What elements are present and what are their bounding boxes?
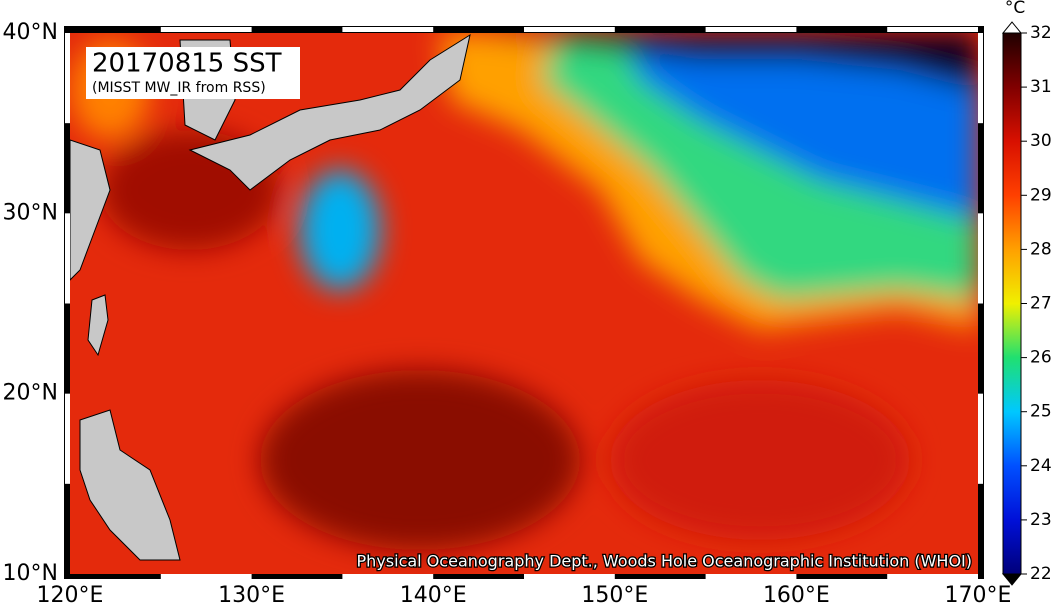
colorbar-tick-label: 26: [1030, 348, 1052, 368]
lat-tick-label: 30°N: [3, 200, 58, 225]
lat-tick-label: 20°N: [3, 381, 58, 406]
colorbar-tick-label: 28: [1030, 239, 1052, 259]
border-segment: [978, 393, 983, 484]
colorbar-top-arrow: [1001, 21, 1023, 34]
map-subtitle: (MISST MW_IR from RSS): [92, 80, 266, 96]
lon-tick-label: 170°E: [945, 583, 1012, 608]
colorbar-scale: [1002, 32, 1022, 575]
lon-tick-label: 140°E: [400, 583, 467, 608]
lon-tick-label: 130°E: [218, 583, 285, 608]
border-segment: [65, 33, 70, 124]
border-segment: [705, 574, 797, 579]
border-segment: [887, 574, 978, 579]
border-segment: [342, 27, 434, 32]
border-segment: [160, 27, 252, 32]
border-segment: [705, 27, 797, 32]
colorbar-bottom-arrow: [1001, 573, 1023, 586]
colorbar-tick-label: 30: [1030, 131, 1052, 151]
colorbar-tick-label: 22: [1030, 564, 1052, 584]
colorbar-tick-label: 32: [1030, 23, 1052, 43]
lat-tick-label: 40°N: [3, 20, 58, 45]
title-box: [86, 47, 300, 99]
colorbar-unit: °C: [1005, 0, 1025, 18]
lon-tick-label: 160°E: [763, 583, 830, 608]
border-segment: [978, 213, 983, 304]
border-segment: [160, 574, 252, 579]
colorbar-tick-label: 27: [1030, 294, 1052, 314]
border-segment: [342, 574, 434, 579]
border-segment: [978, 33, 983, 124]
border-segment: [524, 27, 615, 32]
lon-tick-label: 150°E: [581, 583, 648, 608]
colorbar-tick-label: 23: [1030, 510, 1052, 530]
colorbar-tick-label: 31: [1030, 77, 1052, 97]
map-title: 20170815 SST: [92, 49, 282, 79]
sst-field: [70, 33, 978, 574]
credit: Physical Oceanography Dept., Woods Hole …: [357, 552, 972, 571]
border-segment: [65, 213, 70, 304]
colorbar: °C: [1001, 0, 1025, 586]
border-segment: [65, 393, 70, 484]
colorbar-tick-label: 29: [1030, 185, 1052, 205]
border-segment: [524, 574, 615, 579]
lat-tick-label: 10°N: [3, 561, 58, 586]
colorbar-tick-label: 25: [1030, 402, 1052, 422]
lon-tick-label: 120°E: [37, 583, 104, 608]
map-border: [65, 27, 983, 579]
colorbar-tick-label: 24: [1030, 456, 1052, 476]
border-segment: [887, 27, 978, 32]
